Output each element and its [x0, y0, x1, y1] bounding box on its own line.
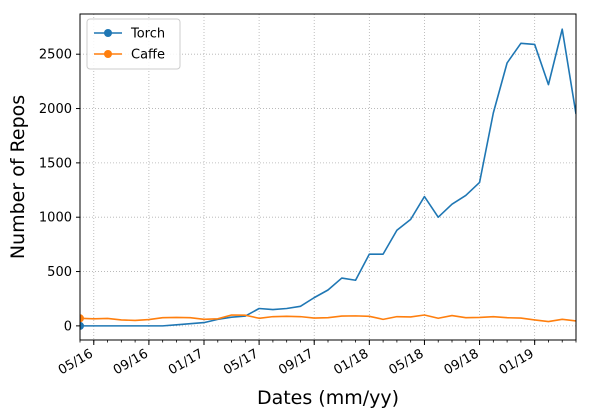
y-tick-label: 500: [47, 265, 72, 280]
y-tick-label: 2000: [39, 102, 72, 117]
y-tick-label: 2500: [39, 48, 72, 63]
y-tick-label: 1000: [39, 211, 72, 226]
series-line-caffe: [80, 314, 576, 323]
series-marker-caffe: [80, 314, 84, 323]
series-line-torch: [80, 28, 576, 327]
x-tick-label: 09/16: [111, 346, 151, 378]
legend-label-caffe: Caffe: [131, 48, 165, 63]
y-tick-label: 0: [64, 319, 72, 334]
series-group: [80, 28, 576, 330]
plot-area: [80, 28, 576, 330]
legend-marker-torch: [104, 29, 112, 37]
x-axis-title: Dates (mm/yy): [257, 387, 399, 409]
x-tick-label: 01/17: [166, 346, 206, 378]
legend-label-torch: Torch: [130, 27, 165, 42]
legend: Torch Caffe: [86, 18, 181, 70]
x-tick-label: 05/17: [221, 346, 261, 378]
x-tick-label: 01/18: [331, 346, 371, 378]
x-tick-label: 05/16: [56, 346, 96, 378]
y-axis: 0 500 1000 1500 2000 2500: [39, 48, 80, 334]
y-tick-label: 1500: [39, 156, 72, 171]
y-axis-title: Number of Repos: [7, 95, 29, 259]
legend-marker-caffe: [104, 50, 112, 58]
x-tick-label: 05/18: [386, 346, 426, 378]
series-marker-torch: [80, 321, 84, 330]
x-tick-label: 09/17: [276, 346, 316, 378]
x-axis: 05/16 09/16 01/17 05/17 09/17 01/18 05/18 09/18…: [56, 340, 577, 378]
x-tick-label: 01/19: [497, 346, 537, 378]
x-tick-label: 09/18: [442, 346, 482, 378]
